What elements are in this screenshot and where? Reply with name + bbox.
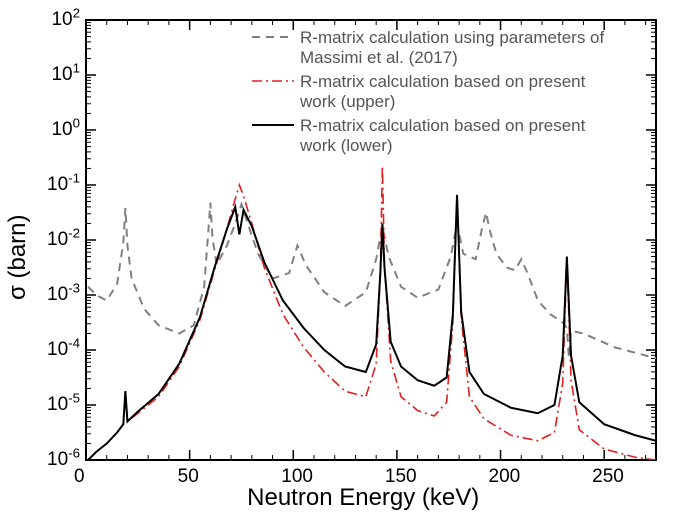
y-tick-label: 10-1 <box>47 174 80 196</box>
cross-section-chart: 10-610-510-410-310-210-1100101102 050100… <box>0 0 680 518</box>
y-tick-label: 10-3 <box>47 284 80 306</box>
legend-label: R-matrix calculation using parameters of <box>300 28 604 48</box>
y-tick-label: 100 <box>51 119 80 141</box>
series-present-lower <box>88 195 656 460</box>
legend-label: R-matrix calculation based on present <box>300 72 585 92</box>
x-tick-label: 50 <box>178 466 199 488</box>
y-tick-label: 102 <box>51 9 80 31</box>
legend-label: work (lower) <box>300 136 393 156</box>
y-tick-label: 101 <box>51 64 80 86</box>
y-tick-label: 10-4 <box>47 339 80 361</box>
legend-label: R-matrix calculation based on present <box>300 116 585 136</box>
y-axis-label: σ (barn) <box>4 215 32 301</box>
y-tick-label: 10-2 <box>47 229 80 251</box>
x-tick-label: 250 <box>592 466 624 488</box>
x-tick-label: 0 <box>74 466 85 488</box>
x-tick-label: 200 <box>489 466 521 488</box>
legend-label: Massimi et al. (2017) <box>300 48 458 68</box>
series-present-upper <box>88 166 656 460</box>
legend-label: work (upper) <box>300 92 395 112</box>
x-axis-label: Neutron Energy (keV) <box>247 484 479 512</box>
y-tick-label: 10-5 <box>47 394 80 416</box>
